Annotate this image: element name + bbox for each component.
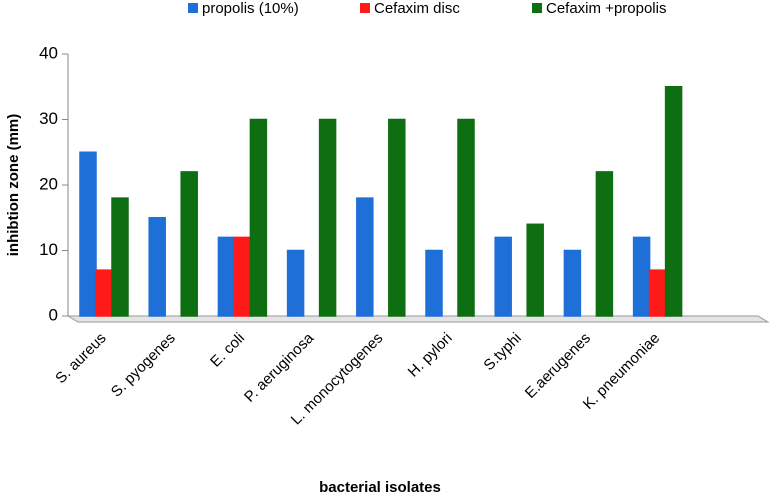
bar bbox=[526, 223, 544, 317]
bar bbox=[79, 151, 97, 317]
bar bbox=[111, 197, 129, 317]
x-tick-label: E.aerugenes bbox=[522, 330, 594, 402]
legend-swatch bbox=[360, 3, 370, 13]
bar bbox=[286, 249, 305, 317]
x-tick-label: S. aureus bbox=[52, 330, 109, 387]
bar bbox=[318, 118, 337, 317]
y-axis-title: inhibtion zone (mm) bbox=[5, 114, 22, 256]
bar bbox=[632, 236, 651, 317]
y-tick-label: 10 bbox=[39, 240, 58, 259]
x-tick-label: S.typhi bbox=[480, 330, 524, 374]
legend-label: propolis (10%) bbox=[202, 0, 299, 17]
y-tick-label: 20 bbox=[39, 174, 58, 193]
bar bbox=[249, 118, 268, 317]
bar bbox=[356, 197, 374, 317]
bar bbox=[425, 249, 443, 317]
bar bbox=[664, 86, 683, 317]
legend-swatch bbox=[532, 3, 542, 13]
y-tick-label: 40 bbox=[39, 43, 58, 62]
x-tick-label: P. aeruginosa bbox=[241, 329, 318, 406]
bar bbox=[563, 249, 582, 317]
bar bbox=[148, 217, 166, 317]
y-tick-label: 0 bbox=[49, 305, 58, 324]
legend-label: Cefaxim +propolis bbox=[546, 0, 666, 17]
bar bbox=[494, 236, 512, 317]
legend-label: Cefaxim disc bbox=[374, 0, 460, 17]
bar bbox=[595, 171, 614, 317]
x-tick-label: S. pyogenes bbox=[108, 330, 179, 401]
x-tick-label: H. pylori bbox=[405, 330, 456, 381]
legend-swatch bbox=[188, 3, 198, 13]
bar bbox=[233, 236, 252, 317]
bar bbox=[388, 118, 406, 317]
x-axis-title: bacterial isolates bbox=[319, 479, 441, 496]
x-tick-label: E. coli bbox=[207, 330, 248, 371]
bar bbox=[217, 236, 236, 317]
bar bbox=[95, 269, 113, 317]
y-tick-label: 30 bbox=[39, 109, 58, 128]
floor bbox=[66, 315, 770, 323]
bar bbox=[457, 118, 475, 317]
bar bbox=[648, 269, 667, 317]
bar bbox=[180, 171, 198, 317]
